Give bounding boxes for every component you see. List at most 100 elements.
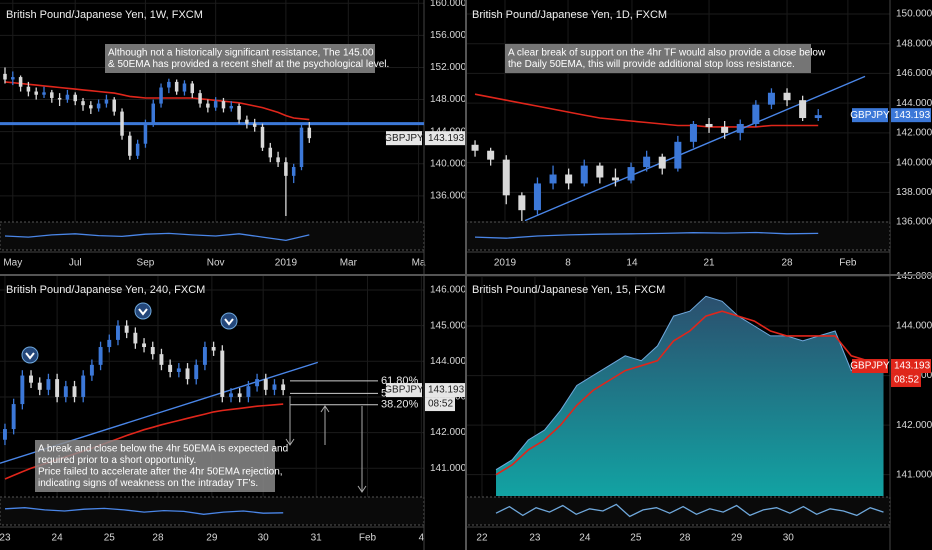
ema-line: [474, 93, 819, 128]
candle-body: [268, 147, 273, 158]
projection-arrows: [285, 396, 367, 493]
candle-body: [213, 101, 218, 108]
price-label: 143.193: [894, 110, 931, 121]
y-tick-label: 148.000: [430, 94, 467, 105]
signal-icons: [21, 302, 238, 364]
candle-body: [783, 92, 791, 101]
annotation-text: indicating signs of weakness on the intr…: [38, 478, 258, 489]
plot-area: [0, 67, 424, 216]
symbol-label-box: [386, 131, 422, 146]
candle-body: [11, 404, 16, 430]
candle-body: [229, 105, 234, 109]
x-tick-label: Feb: [359, 533, 377, 544]
chart-panel: 136.000 138.000 140.000 142.000 144.000 146.0…: [465, 0, 932, 275]
y-tick-label: 142.000: [896, 420, 932, 431]
candle-body: [42, 92, 46, 95]
candle-body: [549, 174, 557, 184]
candle-body: [73, 94, 77, 102]
candle-body: [814, 115, 822, 119]
candle-body: [34, 91, 38, 95]
candle-body: [142, 343, 147, 348]
x-tick-label: 29: [206, 533, 218, 544]
candle-body: [627, 167, 635, 181]
candle-body: [190, 83, 195, 94]
candle-body: [112, 99, 116, 112]
annotation-box: [105, 44, 375, 73]
candle-body: [237, 393, 242, 397]
candle-body: [255, 379, 260, 387]
candle-body: [291, 167, 296, 176]
y-tick-label: 148.000: [896, 38, 932, 49]
candle-body: [96, 103, 101, 109]
candle-body: [198, 93, 202, 104]
x-tick-label: 28: [679, 533, 691, 544]
y-tick-label: 141.000: [430, 463, 467, 474]
symbol-label: GBPJPY: [850, 361, 890, 372]
oscillator-line: [4, 507, 284, 515]
candle-body: [263, 379, 268, 390]
annotation-text: the Daily 50EMA, this will provide addit…: [508, 59, 795, 70]
down-signal: [21, 346, 39, 364]
symbol-label: GBPJPY: [850, 110, 890, 121]
symbol-label: GBPJPY: [384, 385, 424, 396]
price-label-box: [425, 383, 465, 398]
candle-body: [194, 364, 199, 380]
y-tick-label: 140.000: [430, 158, 467, 169]
candle-body: [135, 143, 140, 156]
symbol-label-box: [852, 359, 888, 374]
candle-body: [689, 123, 697, 142]
candle-body: [307, 127, 312, 139]
candle-body: [237, 105, 241, 120]
countdown-label: 08:52: [428, 399, 453, 410]
fib-label: 38.20%: [381, 399, 419, 411]
candle-body: [143, 123, 148, 144]
x-tick-label: 28: [152, 533, 164, 544]
chart-panel: 136.000140.000144.000148.000152.000156.0…: [0, 0, 467, 275]
price-label-box: [891, 359, 931, 374]
x-tick-label: 30: [783, 533, 795, 544]
y-tick-label: 140.000: [896, 157, 932, 168]
x-tick-label: Jul: [69, 258, 82, 269]
y-tick-label: 146.000: [896, 68, 932, 79]
chart-panel: 141.000142.000143.000144.000145.00022232…: [465, 271, 932, 550]
candle-body: [81, 375, 86, 397]
price-label-box: [425, 131, 465, 146]
arrow: [320, 405, 330, 445]
plot-area: [495, 295, 884, 496]
x-tick-label: 4: [419, 533, 425, 544]
countdown-label: 08:52: [894, 375, 919, 386]
arrow: [285, 396, 295, 446]
y-tick-label: 146.000: [430, 285, 467, 296]
candle-body: [46, 379, 51, 390]
candle-body: [151, 103, 156, 124]
x-tick-label: Mar: [340, 258, 358, 269]
annotation-text: A clear break of support on the 4hr TF w…: [508, 48, 826, 59]
annotation-box: [505, 44, 811, 73]
candle-body: [752, 104, 760, 124]
price-label: 143.193: [428, 133, 465, 144]
y-tick-label: 145.000: [896, 271, 932, 282]
y-tick-label: 145.000: [430, 320, 467, 331]
candle-body: [89, 364, 94, 376]
chart-title: British Pound/Japanese Yen, 1W, FXCM: [6, 9, 203, 21]
candle-body: [55, 379, 60, 397]
oscillator-pane: [0, 221, 425, 251]
x-tick-label: 23: [0, 533, 11, 544]
candle-body: [65, 94, 70, 100]
candle-body: [57, 97, 62, 100]
candle-body: [168, 364, 173, 372]
candle-body: [284, 162, 288, 176]
candle-body: [658, 156, 666, 169]
candle-body: [260, 126, 265, 148]
x-tick-label: 23: [529, 533, 541, 544]
candle-body: [26, 86, 31, 92]
candle-body: [18, 77, 23, 87]
annotation-text: A break and close below the 4hr 50EMA is…: [38, 444, 288, 455]
y-tick-label: 138.000: [896, 187, 932, 198]
x-tick-label: Ma: [412, 258, 426, 269]
arrow: [357, 406, 367, 493]
candle-body: [221, 101, 226, 109]
candle-body: [3, 73, 7, 80]
candle-body: [229, 393, 233, 397]
candle-body: [11, 77, 15, 80]
